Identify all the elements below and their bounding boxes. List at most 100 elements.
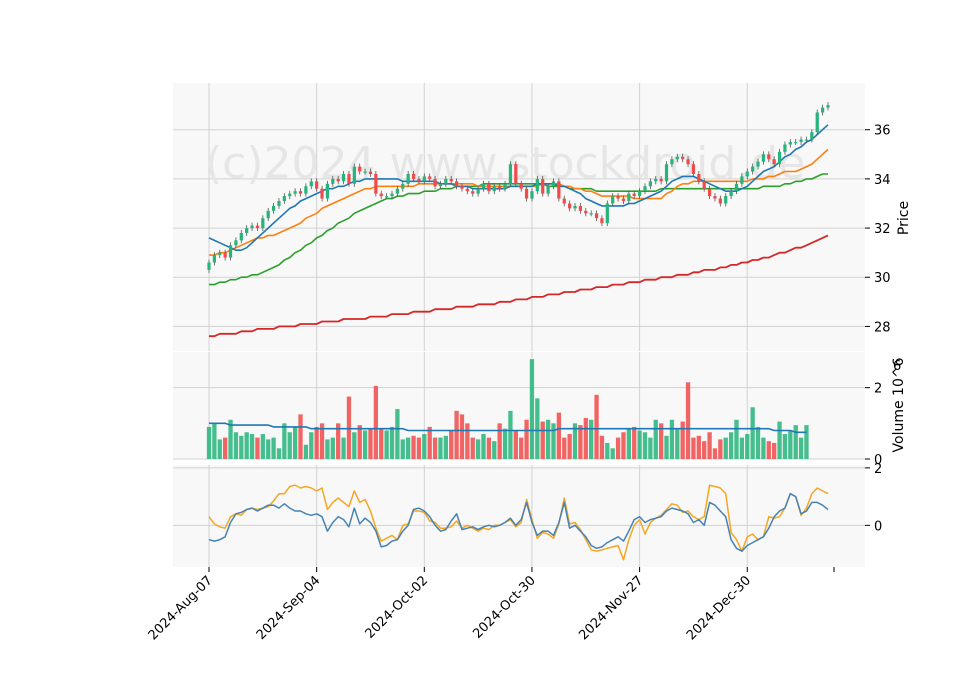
candle-body-79 — [632, 193, 636, 197]
volume-bar-62 — [540, 421, 545, 459]
candle-body-97 — [729, 191, 733, 197]
volume-bar-101 — [750, 407, 755, 459]
volume-bar-100 — [745, 434, 750, 459]
candle-body-77 — [621, 198, 626, 202]
candle-body-19 — [309, 181, 313, 187]
volume-bar-77 — [621, 432, 626, 459]
volume-bar-7 — [244, 432, 249, 459]
volume-bar-21 — [319, 423, 325, 459]
candle-body-21 — [320, 188, 324, 199]
volume-bar-76 — [615, 437, 621, 459]
candle-body-87 — [675, 156, 679, 160]
volume-bar-61 — [535, 398, 540, 459]
volume-tick-0: 0 — [874, 453, 882, 468]
volume-bar-58 — [519, 437, 524, 459]
moving-average-layer — [208, 124, 829, 286]
candle-body-73 — [600, 218, 604, 224]
candle-body-43 — [438, 183, 443, 187]
oscillator-tick-labels: 02 — [865, 462, 882, 534]
volume-bar-25 — [341, 437, 346, 459]
candle-body-90 — [691, 164, 696, 174]
candle-body-52 — [487, 183, 491, 192]
ma-short-line — [208, 124, 829, 251]
candle-body-113 — [815, 112, 819, 133]
volume-bar-48 — [465, 423, 470, 459]
volume-bar-63 — [545, 419, 551, 459]
x-tick-label-0: 2024-Aug-07 — [146, 573, 216, 643]
candle-body-93 — [707, 188, 712, 197]
candle-body-53 — [492, 186, 496, 192]
volume-bar-82 — [648, 437, 653, 459]
volume-bar-50 — [475, 439, 481, 459]
volume-bar-85 — [664, 435, 669, 459]
candle-body-105 — [772, 159, 776, 165]
volume-bar-97 — [728, 432, 734, 459]
candle-body-85 — [664, 164, 669, 182]
candle-body-112 — [810, 132, 814, 140]
candle-body-95 — [718, 198, 722, 204]
volume-panel-bg — [173, 352, 865, 459]
candle-body-49 — [471, 191, 475, 194]
candle-body-14 — [282, 196, 286, 202]
candle-body-51 — [481, 183, 486, 189]
candle-body-25 — [341, 173, 346, 182]
candle-body-9 — [255, 225, 260, 229]
candle-body-46 — [454, 181, 459, 187]
candle-body-88 — [681, 156, 685, 160]
volume-bar-0 — [206, 426, 212, 459]
x-tick-label-2: 2024-Oct-02 — [363, 573, 431, 641]
volume-bar-73 — [599, 435, 605, 459]
candle-body-89 — [686, 159, 690, 165]
osc-tick-2: 2 — [874, 462, 882, 477]
candle-body-68 — [573, 205, 577, 209]
candle-body-1 — [212, 255, 216, 263]
candle-body-63 — [546, 186, 550, 194]
candle-body-92 — [702, 181, 706, 189]
volume-bar-31 — [373, 385, 379, 459]
candle-body-20 — [315, 181, 319, 189]
volume-bar-109 — [793, 425, 798, 459]
candle-body-106 — [777, 151, 782, 165]
volume-ma-layer — [209, 422, 807, 434]
price-tick-labels: 28 30 32 34 36 — [865, 124, 891, 335]
x-tick-label-1: 2024-Sep-04 — [254, 573, 324, 643]
volume-bar-29 — [362, 430, 368, 459]
volume-bar-11 — [266, 439, 271, 459]
candle-body-66 — [562, 198, 566, 204]
candle-body-18 — [304, 186, 308, 194]
candle-body-57 — [514, 164, 518, 184]
volume-bar-55 — [502, 428, 508, 459]
candle-body-82 — [648, 181, 652, 187]
price-tick-32: 32 — [874, 222, 891, 237]
candle-body-98 — [734, 183, 739, 192]
candle-body-37 — [406, 173, 410, 184]
candle-body-28 — [358, 166, 362, 172]
volume-bar-74 — [605, 442, 610, 459]
volume-bars-layer — [206, 359, 809, 459]
candle-body-22 — [325, 183, 330, 199]
oscillator-layer — [208, 484, 829, 561]
candle-body-72 — [594, 213, 599, 219]
candle-body-31 — [374, 173, 378, 194]
volume-bar-68 — [572, 423, 578, 459]
candle-body-74 — [605, 203, 609, 224]
volume-bar-106 — [777, 421, 782, 459]
candle-body-8 — [250, 225, 254, 229]
ma-200-layer — [209, 234, 829, 338]
volume-bar-24 — [336, 423, 341, 459]
volume-bar-96 — [723, 437, 728, 459]
candle-body-29 — [363, 171, 367, 173]
volume-bar-30 — [368, 428, 373, 459]
volume-exponent: 6 — [893, 359, 901, 374]
volume-tick-labels: 0 26 — [865, 359, 901, 468]
volume-bar-110 — [798, 437, 804, 459]
candle-body-111 — [804, 139, 809, 141]
volume-bar-94 — [712, 448, 718, 459]
candle-body-107 — [783, 144, 787, 152]
candle-body-5 — [234, 240, 238, 246]
volume-bar-92 — [702, 441, 707, 459]
volume-bar-67 — [567, 434, 572, 459]
volume-axis-title: Volume 10^6 — [891, 357, 907, 452]
candle-body-36 — [401, 183, 405, 189]
candle-body-70 — [584, 210, 588, 214]
